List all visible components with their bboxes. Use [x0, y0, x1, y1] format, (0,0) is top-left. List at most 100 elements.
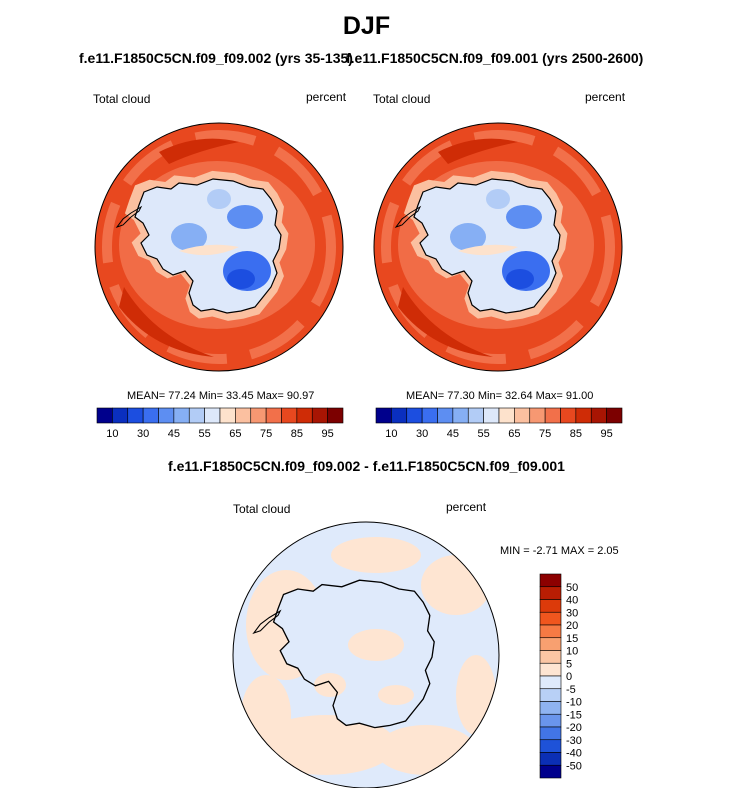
colorbar-tick-label: 15 — [566, 633, 578, 645]
colorbar-box — [421, 407, 438, 424]
low-cloud-patch — [506, 269, 534, 289]
panel-1-variable: Total cloud — [93, 92, 151, 106]
colorbar-box — [437, 407, 454, 424]
colorbar-box — [539, 586, 562, 600]
colorbar-tick-label: 30 — [416, 428, 428, 440]
colorbar-tick-label: -5 — [566, 684, 576, 696]
panel-1-units: percent — [306, 90, 347, 104]
colorbar-tick-label: -15 — [566, 709, 582, 721]
panel-2-colorbar: 10 30 45 55 65 75 85 95 — [375, 407, 623, 440]
low-cloud-patch — [506, 205, 542, 229]
colorbar-box — [606, 407, 623, 424]
low-cloud-patch — [486, 189, 510, 209]
colorbar-box — [281, 407, 298, 424]
colorbar-box — [539, 675, 562, 690]
positive-patch — [378, 685, 414, 705]
colorbar-tick-label: -10 — [566, 697, 582, 709]
difference-title: f.e11.F1850C5CN.f09_f09.002 - f.e11.F185… — [168, 458, 565, 474]
panel-2-stats: MEAN= 77.30 Min= 32.64 Max= 91.00 — [406, 390, 594, 402]
difference-variable: Total cloud — [233, 502, 291, 516]
colorbar-tick-label: 0 — [566, 671, 572, 683]
colorbar-box — [311, 407, 328, 424]
colorbar-tick-label: -40 — [566, 748, 582, 760]
colorbar-box — [296, 407, 313, 424]
colorbar-box — [327, 407, 344, 424]
colorbar-box — [539, 637, 562, 651]
low-cloud-patch — [450, 223, 486, 251]
colorbar-tick-label: -20 — [566, 722, 582, 734]
colorbar-box — [127, 407, 144, 424]
panel-2-map-border — [373, 122, 623, 372]
low-cloud-patch — [227, 269, 255, 289]
colorbar-box — [204, 407, 221, 424]
colorbar-tick-label: 95 — [601, 428, 613, 440]
panel-2-units: percent — [585, 90, 626, 104]
colorbar-box — [375, 407, 392, 424]
high-cloud-patch — [438, 138, 518, 164]
colorbar-tick-label: 45 — [447, 428, 459, 440]
colorbar-box — [539, 726, 562, 741]
season-title: DJF — [342, 12, 391, 40]
low-cloud-patch — [171, 223, 207, 251]
positive-patch — [421, 555, 491, 615]
colorbar-tick-label: 20 — [566, 620, 578, 632]
positive-patch — [456, 655, 496, 735]
colorbar-box — [96, 407, 113, 424]
panel-1-title: f.e11.F1850C5CN.f09_f09.002 (yrs 35-135) — [79, 50, 353, 66]
colorbar-box — [575, 407, 592, 424]
colorbar-box — [539, 650, 562, 664]
colorbar-tick-label: 50 — [566, 582, 578, 594]
colorbar-tick-label: 95 — [322, 428, 334, 440]
colorbar-box — [539, 662, 562, 677]
high-cloud-patch — [119, 287, 214, 357]
colorbar-box — [467, 407, 484, 424]
peninsula-coastline — [115, 205, 143, 228]
colorbar-tick-label: -50 — [566, 760, 582, 772]
colorbar-tick-label: 55 — [478, 428, 490, 440]
colorbar-box — [539, 599, 562, 613]
colorbar-box — [539, 764, 562, 779]
colorbar-box — [250, 407, 267, 424]
colorbar-box — [142, 407, 159, 424]
colorbar-box — [173, 407, 190, 424]
colorbar-box — [158, 407, 175, 424]
colorbar-box — [483, 407, 500, 424]
colorbar-box — [539, 701, 562, 715]
difference-stats: MIN = -2.71 MAX = 2.05 — [500, 545, 619, 557]
low-cloud-patch — [207, 189, 231, 209]
colorbar-tick-label: 40 — [566, 595, 578, 607]
colorbar-tick-label: 30 — [566, 607, 578, 619]
colorbar-tick-label: 10 — [566, 646, 578, 658]
outer-band — [381, 130, 615, 364]
positive-patch — [348, 629, 404, 661]
colorbar-box — [539, 713, 562, 728]
colorbar-box — [539, 688, 562, 702]
colorbar-tick-label: -30 — [566, 735, 582, 747]
colorbar-tick-label: 65 — [508, 428, 520, 440]
colorbar-tick-label: 5 — [566, 658, 572, 670]
colorbar-box — [235, 407, 252, 424]
colorbar-box — [188, 407, 205, 424]
peninsula-coastline — [252, 609, 282, 635]
coastline — [134, 178, 282, 314]
colorbar-box — [539, 739, 562, 753]
peninsula-coastline — [394, 205, 422, 228]
colorbar-box — [539, 624, 562, 639]
positive-patch — [331, 537, 421, 573]
colorbar-box — [539, 573, 562, 588]
low-cloud-patch — [227, 205, 263, 229]
colorbar-box — [498, 407, 515, 424]
colorbar-box — [544, 407, 561, 424]
colorbar-box — [590, 407, 607, 424]
colorbar-box — [539, 611, 562, 626]
colorbar-tick-label: 85 — [291, 428, 303, 440]
outer-band — [102, 130, 336, 364]
colorbar-box — [452, 407, 469, 424]
panel-1-stats: MEAN= 77.24 Min= 33.45 Max= 90.97 — [127, 390, 315, 402]
panel-2-map — [374, 123, 622, 371]
positive-patch — [256, 715, 396, 775]
colorbar-tick-label: 10 — [106, 428, 118, 440]
colorbar-tick-label: 45 — [168, 428, 180, 440]
positive-patch — [376, 725, 476, 775]
